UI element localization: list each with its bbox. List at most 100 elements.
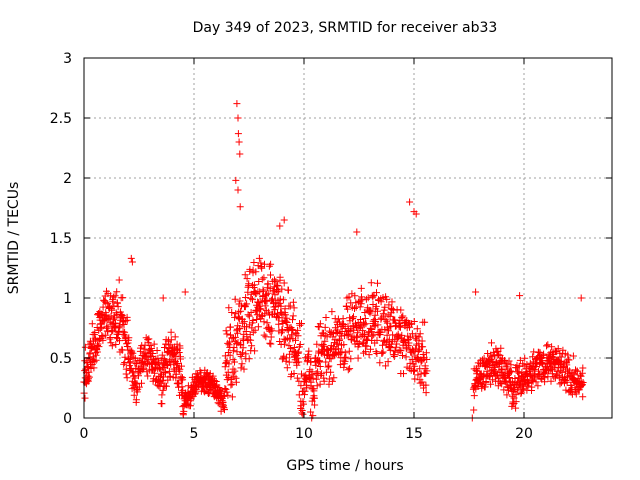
data-point (119, 294, 127, 302)
data-point (109, 293, 117, 301)
data-point (480, 354, 488, 362)
data-point (287, 344, 294, 352)
data-point (247, 336, 255, 344)
data-point (237, 364, 245, 372)
data-point (367, 279, 375, 287)
data-point (422, 349, 430, 357)
data-point (367, 307, 375, 315)
data-point (398, 331, 406, 339)
data-point (503, 391, 511, 399)
data-point (276, 295, 284, 303)
data-point (366, 306, 374, 314)
data-point (123, 374, 131, 382)
data-point (397, 347, 405, 355)
data-point (264, 289, 272, 297)
x-tick-label: 5 (190, 426, 199, 442)
data-point (178, 362, 185, 370)
data-point (361, 342, 369, 350)
data-point (108, 328, 116, 336)
data-point (373, 336, 381, 344)
data-point (372, 302, 380, 310)
data-point (295, 348, 303, 356)
data-point (286, 302, 294, 310)
data-point (414, 355, 422, 363)
data-point (482, 378, 490, 385)
data-point (292, 336, 299, 344)
data-point (385, 301, 393, 309)
data-point (362, 295, 370, 303)
data-point (85, 368, 93, 376)
data-point (345, 347, 353, 355)
data-point (235, 138, 243, 146)
data-point (163, 382, 170, 390)
data-point (231, 333, 239, 341)
data-point (173, 361, 181, 369)
data-point (414, 371, 422, 379)
data-point (224, 391, 232, 399)
data-point (419, 343, 427, 351)
data-point (341, 349, 349, 357)
data-point (232, 378, 240, 386)
data-point (148, 353, 156, 360)
data-point (158, 400, 166, 408)
data-point (164, 361, 172, 369)
data-point (158, 351, 166, 359)
data-point (236, 150, 244, 158)
x-tick-label: 0 (80, 426, 89, 442)
data-point (136, 347, 144, 355)
data-point (294, 332, 302, 340)
data-point (290, 370, 298, 377)
data-point (318, 370, 326, 378)
data-point (339, 315, 347, 323)
data-point (265, 262, 273, 270)
data-point (357, 300, 365, 308)
data-point (260, 331, 268, 339)
data-point (153, 347, 161, 354)
data-point (289, 316, 296, 324)
data-point (81, 343, 89, 351)
data-point (234, 186, 242, 194)
data-point (374, 279, 381, 287)
data-point (379, 310, 387, 318)
data-point (239, 319, 247, 327)
y-axis-label: SRMTID / TECUs (6, 182, 22, 295)
data-point (109, 298, 117, 306)
data-point (228, 393, 236, 401)
data-point (328, 377, 336, 385)
data-point (548, 343, 556, 351)
data-point (167, 328, 175, 336)
data-point (108, 342, 116, 350)
data-point (347, 355, 355, 363)
data-point (234, 114, 242, 122)
data-point (400, 370, 407, 378)
y-tick-label: 2.5 (50, 111, 72, 127)
data-point (228, 380, 236, 388)
data-point (243, 275, 251, 283)
data-point (313, 340, 321, 348)
data-point (370, 322, 378, 330)
data-point (95, 343, 103, 351)
data-point (415, 333, 423, 341)
data-point (406, 198, 414, 206)
data-point (138, 379, 145, 387)
data-point (181, 288, 189, 296)
data-point (402, 343, 410, 351)
data-point (491, 367, 499, 375)
data-point (365, 329, 373, 337)
data-point (215, 400, 223, 408)
data-point (234, 130, 242, 138)
data-point (230, 344, 238, 351)
data-point (232, 176, 240, 184)
data-point (391, 347, 399, 355)
y-tick-label: 0.5 (50, 351, 72, 367)
data-point (238, 360, 246, 368)
data-point (358, 296, 366, 304)
data-point (238, 302, 245, 310)
data-point (563, 361, 571, 369)
data-point (377, 298, 385, 306)
data-point (351, 305, 358, 312)
data-point (242, 294, 250, 301)
data-point (290, 344, 298, 351)
data-point (227, 323, 234, 331)
data-point (97, 310, 105, 318)
